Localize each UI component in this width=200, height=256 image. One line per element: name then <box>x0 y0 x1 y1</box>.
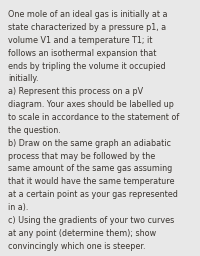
Text: One mole of an ideal gas is initially at a
state characterized by a pressure p1,: One mole of an ideal gas is initially at… <box>8 10 179 251</box>
